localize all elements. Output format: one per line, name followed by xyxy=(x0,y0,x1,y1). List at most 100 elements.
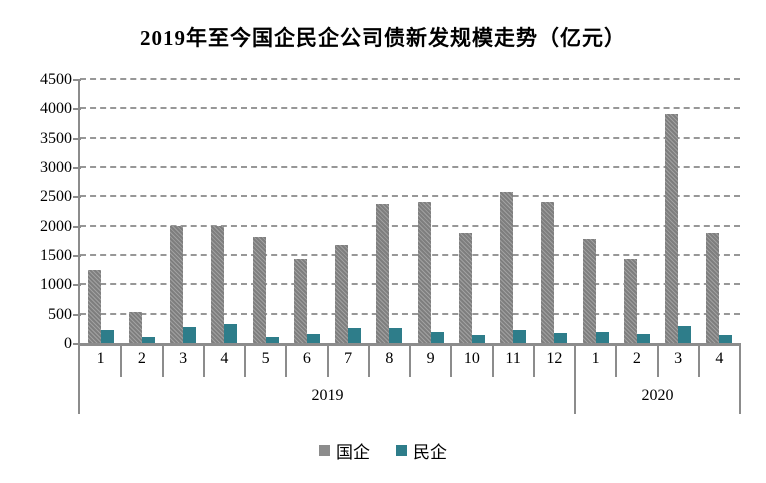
x-axis-month-label: 7 xyxy=(344,350,353,367)
minqi-bar-9-8 xyxy=(430,332,444,343)
x-axis-month-label: 11 xyxy=(505,350,521,367)
x-axis-month-label: 4 xyxy=(715,350,724,367)
guoqi-bar-3-2 xyxy=(170,226,184,343)
minqi-bar-8-7 xyxy=(389,328,403,343)
x-axis-month-label: 1 xyxy=(591,350,600,367)
x-axis-year-label-2019: 2019 xyxy=(311,387,344,404)
guoqi-bar-6-5 xyxy=(293,259,307,343)
minqi-bar-2-13 xyxy=(636,334,650,343)
x-axis-month-separator xyxy=(285,344,288,377)
x-axis-month-separator xyxy=(161,344,164,377)
guoqi-swatch-icon xyxy=(319,445,330,456)
x-axis-right-border xyxy=(739,344,741,414)
x-axis-month-separator xyxy=(450,344,453,377)
x-axis-month-separator xyxy=(409,344,411,377)
x-axis-month-label: 5 xyxy=(261,350,270,367)
x-axis-month-label: 3 xyxy=(674,350,683,367)
guoqi-bar-7-6 xyxy=(335,245,349,343)
y-axis-tick-label: 3000 xyxy=(40,159,72,176)
guoqi-bar-1-12 xyxy=(582,239,596,343)
minqi-bar-3-14 xyxy=(678,326,692,343)
guoqi-bar-10-9 xyxy=(458,233,472,343)
minqi-bar-6-5 xyxy=(306,334,320,343)
x-axis-month-label: 2 xyxy=(632,350,641,367)
x-axis-month-separator xyxy=(491,344,494,377)
y-axis-tick-mark xyxy=(73,284,81,287)
y-axis-tick-label: 4000 xyxy=(40,100,72,118)
gridline-1000 xyxy=(80,283,740,286)
guoqi-bar-4-15 xyxy=(706,233,720,343)
guoqi-bar-1-0 xyxy=(87,270,101,343)
x-axis-month-label: 12 xyxy=(546,350,563,367)
guoqi-bar-3-14 xyxy=(665,114,679,343)
minqi-bar-4-3 xyxy=(224,324,238,343)
guoqi-bar-2-1 xyxy=(128,312,142,343)
gridline-3000 xyxy=(80,166,740,168)
x-axis-month-separator xyxy=(120,344,123,377)
x-axis-year-separator xyxy=(574,344,576,414)
x-axis-month-label: 6 xyxy=(302,350,311,367)
x-axis-year-label-2020: 2020 xyxy=(641,387,674,404)
y-axis-tick-mark xyxy=(73,343,81,345)
minqi-bar-2-1 xyxy=(141,337,155,343)
y-axis-tick-mark xyxy=(73,108,81,111)
guoqi-bar-11-10 xyxy=(500,192,514,343)
minqi-bar-5-4 xyxy=(265,337,279,343)
x-axis-month-label: 3 xyxy=(179,350,188,367)
minqi-bar-7-6 xyxy=(348,328,362,343)
gridline-1500 xyxy=(80,254,740,256)
minqi-bar-1-0 xyxy=(100,330,114,343)
minqi-bar-12-11 xyxy=(554,333,568,343)
minqi-swatch-icon xyxy=(396,445,407,456)
chart-title: 2019年至今国企民企公司债新发规模走势（亿元） xyxy=(140,26,626,50)
guoqi-bar-12-11 xyxy=(541,202,555,343)
minqi-bar-4-15 xyxy=(719,335,733,343)
y-axis-tick-label: 4500 xyxy=(40,71,72,88)
x-axis-month-separator xyxy=(367,344,370,377)
y-axis-tick-label: 3500 xyxy=(40,129,72,147)
x-axis-month-label: 8 xyxy=(385,350,394,367)
y-axis-tick-label: 0 xyxy=(64,335,72,352)
gridline-500 xyxy=(80,312,740,315)
x-axis-month-separator xyxy=(615,344,618,377)
y-axis-tick-label: 2000 xyxy=(40,217,72,235)
guoqi-bar-8-7 xyxy=(376,204,390,343)
gridline-4500 xyxy=(80,78,740,80)
y-axis-tick-label: 1500 xyxy=(40,247,72,264)
x-axis-month-separator xyxy=(202,344,205,377)
minqi-bar-11-10 xyxy=(513,330,527,343)
minqi-bar-3-2 xyxy=(183,327,197,343)
y-axis-tick-mark xyxy=(73,167,81,169)
legend-label-minqi: 民企 xyxy=(413,443,447,462)
y-axis-tick-mark xyxy=(73,225,81,228)
x-axis-month-separator xyxy=(244,344,246,377)
gridline-2000 xyxy=(80,224,740,227)
x-axis-month-separator xyxy=(697,344,700,377)
legend-label-guoqi: 国企 xyxy=(336,443,370,462)
gridline-4000 xyxy=(80,107,740,110)
y-axis-tick-mark xyxy=(73,79,81,81)
y-axis-tick-label: 2500 xyxy=(40,188,72,206)
legend-item-guoqi: 国企 xyxy=(319,438,370,463)
x-axis-month-label: 10 xyxy=(463,350,480,367)
x-axis-month-separator xyxy=(532,344,535,377)
minqi-bar-10-9 xyxy=(471,335,485,343)
guoqi-bar-2-13 xyxy=(623,259,637,343)
x-axis-month-label: 1 xyxy=(96,350,105,367)
x-axis-month-label: 9 xyxy=(426,350,435,367)
y-axis-tick-mark xyxy=(73,137,81,140)
gridline-2500 xyxy=(80,195,740,198)
y-axis-tick-mark xyxy=(73,255,81,257)
guoqi-bar-5-4 xyxy=(252,237,266,343)
y-axis-tick-label: 1000 xyxy=(40,276,72,294)
chart-legend: 国企 民企 xyxy=(0,438,766,463)
guoqi-bar-4-3 xyxy=(211,226,225,343)
y-axis-tick-mark xyxy=(73,196,81,199)
x-axis-month-label: 2 xyxy=(137,350,146,367)
minqi-bar-1-12 xyxy=(595,332,609,343)
y-axis-line xyxy=(78,80,80,414)
gridline-3500 xyxy=(80,136,740,139)
x-axis-month-separator xyxy=(656,344,659,377)
